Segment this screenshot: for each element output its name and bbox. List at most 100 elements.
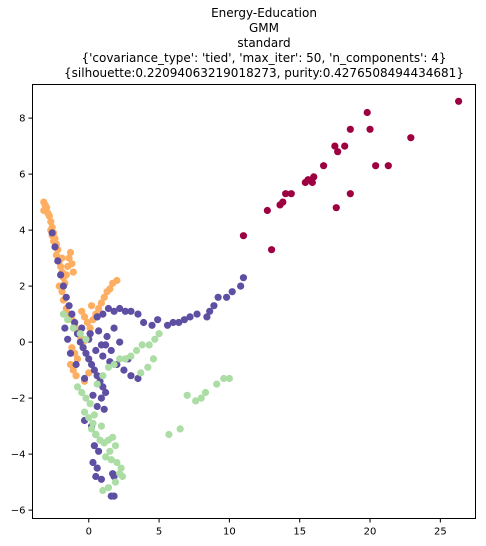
data-point	[99, 310, 107, 318]
data-point	[69, 366, 77, 374]
data-point	[99, 383, 107, 391]
data-point	[214, 293, 222, 301]
data-point	[203, 313, 211, 321]
data-point	[100, 405, 108, 413]
data-point	[301, 178, 309, 187]
y-tick-label: 0	[19, 338, 25, 349]
y-tick-label: −2	[11, 394, 26, 405]
data-point	[183, 391, 191, 399]
data-point	[93, 313, 101, 321]
data-point	[97, 299, 106, 307]
data-point	[332, 204, 340, 212]
data-point	[86, 400, 94, 408]
data-point	[334, 148, 342, 156]
title-line-5: {silhouette:0.22094063219018273, purity:…	[64, 66, 464, 80]
data-point	[287, 190, 295, 198]
y-tick-label: 2	[19, 282, 25, 293]
data-point	[201, 388, 210, 397]
data-point	[113, 458, 121, 467]
data-point	[106, 447, 114, 455]
data-point	[149, 355, 158, 363]
data-point	[239, 232, 248, 240]
data-point	[78, 307, 86, 315]
data-point	[66, 360, 75, 369]
data-point	[220, 374, 228, 383]
data-point	[82, 349, 90, 357]
data-point	[372, 162, 380, 170]
data-point	[57, 262, 65, 271]
y-tick-label: −4	[11, 450, 26, 461]
plot-frame	[32, 84, 476, 519]
data-point	[111, 442, 120, 450]
data-point	[308, 178, 316, 187]
data-point	[110, 360, 118, 369]
title-line-1: Energy-Education	[211, 6, 317, 20]
data-point	[310, 173, 318, 181]
data-point	[79, 344, 87, 352]
data-point	[237, 282, 245, 290]
title-line-4: {'covariance_type': 'tied', 'max_iter': …	[81, 51, 446, 65]
x-tick-label: 5	[156, 527, 162, 538]
data-point	[99, 372, 107, 380]
data-point	[140, 318, 148, 327]
data-point	[346, 190, 354, 198]
data-point	[331, 142, 339, 150]
data-point	[163, 321, 172, 329]
data-point	[120, 366, 128, 374]
data-point	[89, 458, 97, 467]
data-point	[78, 324, 86, 332]
data-point	[54, 257, 62, 265]
data-point	[59, 282, 68, 290]
data-point	[228, 288, 236, 296]
data-point	[186, 313, 194, 321]
x-tick-label: 0	[86, 527, 92, 538]
data-point	[83, 318, 91, 327]
data-point	[86, 324, 94, 332]
data-point	[176, 425, 184, 433]
data-point	[111, 478, 120, 486]
data-point	[137, 369, 145, 377]
data-point	[86, 330, 94, 338]
data-point	[80, 374, 89, 383]
data-point	[104, 363, 113, 371]
data-point	[102, 453, 110, 461]
x-axis: 0 5 10 15 20 25	[86, 518, 447, 538]
data-point	[346, 125, 354, 133]
data-point	[69, 268, 77, 276]
data-point	[132, 346, 141, 355]
data-point	[366, 125, 374, 133]
data-point	[192, 397, 200, 405]
data-point	[90, 442, 98, 450]
data-point	[89, 391, 97, 399]
data-point	[104, 304, 113, 313]
data-point	[73, 383, 82, 391]
data-point	[109, 433, 117, 441]
data-point	[92, 430, 100, 439]
data-point	[175, 318, 183, 327]
data-point	[197, 394, 205, 402]
data-point	[106, 285, 114, 293]
data-point	[76, 330, 84, 338]
data-point	[71, 318, 79, 327]
data-point	[384, 162, 392, 170]
data-point	[82, 335, 90, 343]
data-point	[407, 134, 415, 142]
data-point	[127, 352, 135, 360]
y-tick-label: 4	[19, 226, 25, 237]
data-point	[85, 355, 93, 363]
data-point	[93, 372, 101, 380]
data-point	[51, 243, 59, 251]
data-point	[65, 254, 73, 262]
data-point	[85, 414, 93, 422]
data-point	[138, 341, 146, 349]
data-point	[121, 355, 129, 363]
data-point	[50, 237, 58, 245]
data-point	[193, 310, 201, 318]
data-point	[110, 492, 118, 500]
data-point	[263, 206, 271, 215]
data-point	[169, 318, 177, 327]
data-point	[127, 307, 135, 315]
data-point	[154, 316, 162, 324]
data-point	[95, 327, 103, 335]
